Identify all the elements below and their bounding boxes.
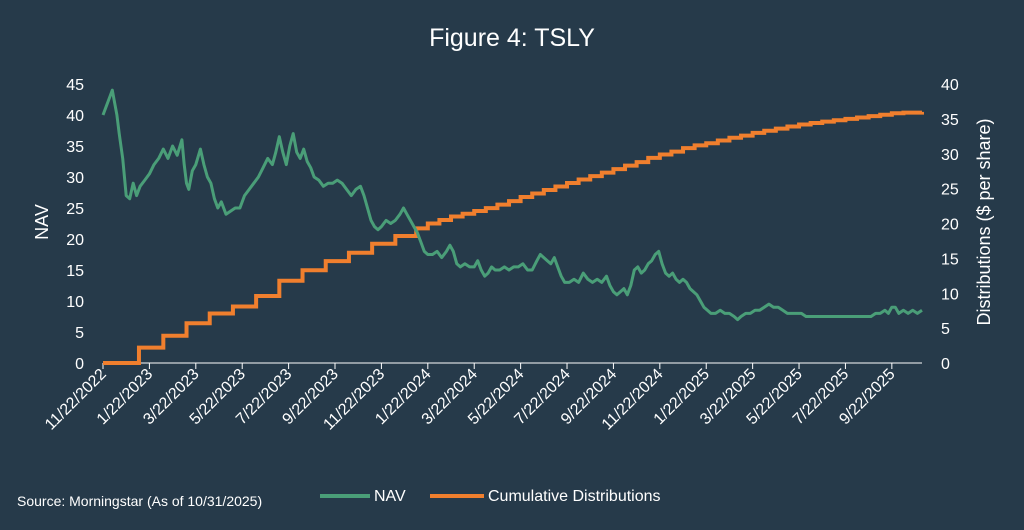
y-tick-label: 40 xyxy=(66,108,84,125)
y2-tick-label: 35 xyxy=(941,112,959,129)
source-note: Source: Morningstar (As of 10/31/2025) xyxy=(17,493,262,509)
legend: NAV Cumulative Distributions xyxy=(320,488,661,505)
y-tick-label: 5 xyxy=(75,325,84,342)
legend-distributions-label: Cumulative Distributions xyxy=(488,488,661,505)
chart-title: Figure 4: TSLY xyxy=(429,24,595,52)
y-tick-label: 25 xyxy=(66,201,84,218)
right-axis-ticks: 0 5 10 15 20 25 30 35 40 xyxy=(941,77,959,373)
y-tick-label: 35 xyxy=(66,139,84,156)
y2-tick-label: 0 xyxy=(941,356,950,373)
y-tick-label: 10 xyxy=(66,294,84,311)
y-tick-label: 45 xyxy=(66,77,84,94)
y-tick-label: 30 xyxy=(66,170,84,187)
y2-tick-label: 40 xyxy=(941,77,959,94)
series-cumulative-distributions xyxy=(103,110,924,365)
y-tick-label: 15 xyxy=(66,263,84,280)
y-tick-label: 20 xyxy=(66,232,84,249)
right-axis-title: Distributions ($ per share) xyxy=(974,118,994,325)
y2-tick-label: 30 xyxy=(941,147,959,164)
y2-tick-label: 5 xyxy=(941,321,950,338)
series-layer xyxy=(101,88,924,365)
y2-tick-label: 10 xyxy=(941,286,959,303)
y2-tick-label: 20 xyxy=(941,217,959,234)
y2-tick-label: 15 xyxy=(941,251,959,268)
left-axis-title: NAV xyxy=(32,204,52,240)
y2-tick-label: 25 xyxy=(941,182,959,199)
left-axis-ticks: 0 5 10 15 20 25 30 35 40 45 xyxy=(66,77,84,373)
y-tick-label: 0 xyxy=(75,356,84,373)
legend-nav-label: NAV xyxy=(374,488,406,505)
series-nav xyxy=(101,88,923,322)
